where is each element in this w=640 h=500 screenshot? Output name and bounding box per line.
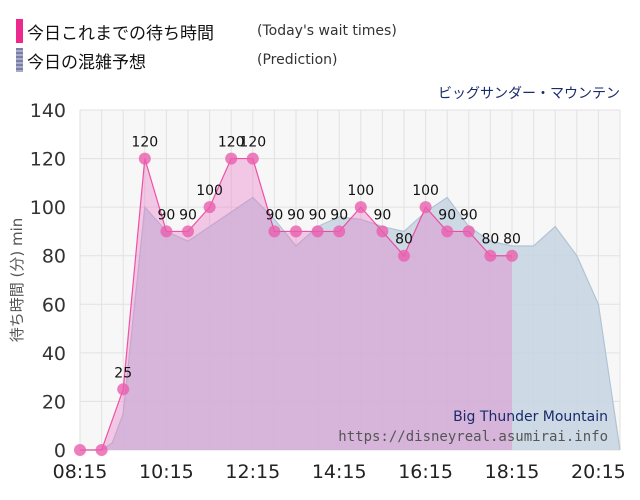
data-point bbox=[74, 444, 86, 456]
data-point bbox=[138, 152, 151, 165]
data-point bbox=[117, 383, 130, 396]
legend: 今日これまでの待ち時間 (Today's wait times) 今日の混雑予想… bbox=[0, 0, 640, 80]
x-tick-label: 16:15 bbox=[398, 461, 453, 483]
data-label: 90 bbox=[287, 207, 305, 223]
data-label: 90 bbox=[438, 207, 456, 223]
data-point bbox=[95, 444, 108, 456]
data-label: 120 bbox=[218, 135, 245, 151]
x-tick-label: 08:15 bbox=[53, 461, 108, 483]
data-point bbox=[484, 249, 497, 262]
x-tick-label: 20:15 bbox=[571, 461, 626, 483]
x-tick-label: 18:15 bbox=[485, 461, 540, 483]
y-tick-label: 40 bbox=[42, 343, 66, 365]
data-point bbox=[290, 225, 302, 238]
y-tick-label: 100 bbox=[30, 197, 66, 219]
prediction-line bbox=[80, 196, 621, 451]
data-point bbox=[182, 225, 194, 238]
attraction-name-jp: ビッグサンダー・マウンテン bbox=[438, 86, 620, 102]
data-point bbox=[419, 201, 432, 214]
x-tick-label: 12:15 bbox=[225, 461, 280, 483]
data-label: 120 bbox=[131, 135, 158, 151]
legend-label-prediction: 今日の混雑予想 bbox=[27, 52, 146, 73]
y-tick-label: 0 bbox=[54, 440, 66, 462]
data-point bbox=[462, 225, 475, 238]
data-label: 90 bbox=[309, 207, 327, 223]
data-label: 100 bbox=[412, 183, 439, 199]
data-label: 120 bbox=[239, 135, 266, 151]
data-point bbox=[333, 225, 346, 238]
prediction-area bbox=[80, 197, 620, 450]
data-label: 100 bbox=[347, 183, 374, 199]
y-tick-label: 120 bbox=[30, 149, 66, 171]
y-axis-label: 待ち時間 (分) min bbox=[8, 218, 26, 343]
data-point bbox=[246, 152, 259, 165]
data-label: 90 bbox=[179, 207, 197, 223]
data-point bbox=[311, 225, 324, 238]
data-label: 80 bbox=[395, 232, 413, 248]
legend-item-actual: 今日これまでの待ち時間 (Today's wait times) bbox=[16, 18, 397, 44]
data-label: 90 bbox=[373, 207, 391, 223]
data-point bbox=[203, 201, 216, 214]
data-point bbox=[268, 225, 281, 238]
attraction-name-en: Big Thunder Mountain bbox=[453, 409, 608, 425]
data-label: 90 bbox=[460, 207, 478, 223]
y-tick-label: 60 bbox=[42, 294, 66, 316]
data-point bbox=[376, 225, 389, 238]
data-label: 80 bbox=[503, 232, 521, 248]
data-label: 25 bbox=[114, 365, 132, 381]
legend-sub-prediction: (Prediction) bbox=[257, 52, 338, 68]
legend-sub-actual: (Today's wait times) bbox=[257, 23, 397, 39]
data-point bbox=[354, 201, 367, 214]
data-point bbox=[225, 152, 238, 165]
data-label: 100 bbox=[196, 183, 223, 199]
data-point bbox=[160, 225, 173, 238]
legend-swatch-prediction bbox=[16, 48, 23, 72]
y-tick-label: 80 bbox=[42, 246, 66, 268]
x-tick-label: 14:15 bbox=[312, 461, 367, 483]
source-url: https://disneyreal.asumirai.info bbox=[338, 429, 608, 445]
y-tick-label: 140 bbox=[30, 100, 66, 122]
data-label: 90 bbox=[330, 207, 348, 223]
data-label: 90 bbox=[265, 207, 283, 223]
data-label: 90 bbox=[157, 207, 175, 223]
legend-item-prediction: 今日の混雑予想 (Prediction) bbox=[16, 47, 337, 73]
y-tick-label: 20 bbox=[42, 391, 66, 413]
legend-swatch-actual bbox=[16, 19, 23, 43]
data-label: 80 bbox=[481, 232, 499, 248]
legend-label-actual: 今日これまでの待ち時間 bbox=[27, 23, 214, 44]
x-tick-label: 10:15 bbox=[139, 461, 194, 483]
data-point bbox=[441, 225, 454, 238]
data-point bbox=[506, 249, 518, 262]
data-point bbox=[398, 249, 410, 262]
